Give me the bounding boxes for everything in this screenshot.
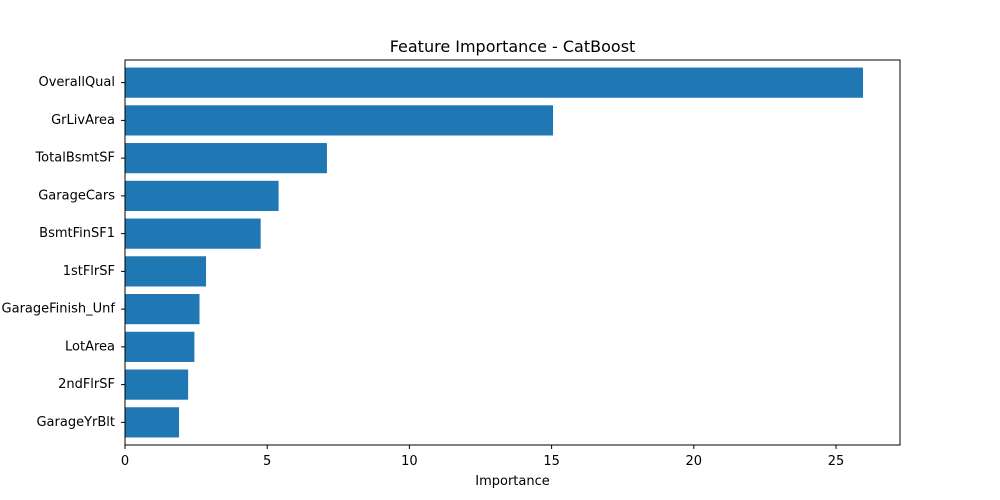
bar-garagefinish-unf <box>125 294 200 325</box>
x-axis-ticks: 0 5 10 15 20 25 <box>121 445 844 469</box>
bar-2ndflrsf <box>125 369 189 400</box>
y-tick-label: GarageYrBlt <box>36 415 115 430</box>
x-tick-label: 10 <box>401 454 418 469</box>
bar-overallqual <box>125 67 864 98</box>
plot-area-frame <box>124 59 901 446</box>
bar-garagecars <box>125 180 279 211</box>
bar-lotarea <box>125 331 195 362</box>
x-tick-label: 0 <box>121 454 129 469</box>
chart-title: Feature Importance - CatBoost <box>390 37 636 56</box>
x-axis-label: Importance <box>475 474 550 489</box>
y-tick-label: BsmtFinSF1 <box>39 226 115 241</box>
x-tick-label: 15 <box>543 454 560 469</box>
bar-1stflrsf <box>125 256 207 287</box>
y-tick-label: GarageFinish_Unf <box>2 302 116 317</box>
y-tick-label: OverallQual <box>38 75 115 90</box>
y-axis-ticks: OverallQual GrLivArea TotalBsmtSF GarageCar… <box>2 75 125 430</box>
y-tick-label: GarageCars <box>38 188 115 203</box>
y-tick-label: TotalBsmtSF <box>34 151 115 166</box>
y-tick-label: 1stFlrSF <box>63 264 115 279</box>
bar-bsmtfinsf1 <box>125 218 261 249</box>
bar-totalbsmtsf <box>125 143 327 174</box>
y-tick-label: LotArea <box>65 339 115 354</box>
bar-grlivarea <box>125 105 554 136</box>
x-tick-label: 20 <box>686 454 703 469</box>
bar-garageyrblt <box>125 407 180 438</box>
y-tick-label: 2ndFlrSF <box>58 377 115 392</box>
x-tick-label: 5 <box>263 454 271 469</box>
y-tick-label: GrLivArea <box>51 113 115 128</box>
bars-group <box>125 67 864 438</box>
x-tick-label: 25 <box>828 454 845 469</box>
